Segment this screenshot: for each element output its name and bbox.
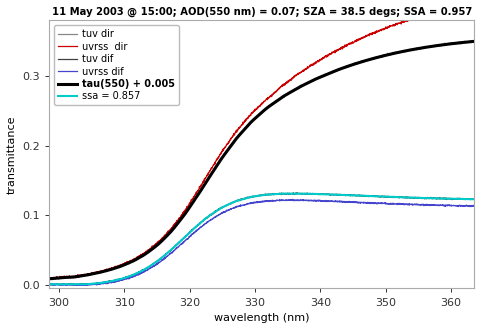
Y-axis label: transmittance: transmittance xyxy=(7,115,17,194)
tuv dif xyxy=(461,198,467,202)
Legend: tuv dir, uvrss  dir, tuv dif, uvrss dif, tau(550) + 0.005, ssa = 0.857: tuv dir, uvrss dir, tuv dif, uvrss dif, … xyxy=(54,25,179,105)
uvrss dif xyxy=(461,204,467,208)
tuv dir xyxy=(473,39,479,43)
uvrss dif xyxy=(65,282,71,286)
ssa = 0.857 xyxy=(461,197,467,201)
tau(550) + 0.005 xyxy=(65,275,71,279)
tau(550) + 0.005 xyxy=(252,116,258,120)
tuv dif xyxy=(43,282,49,286)
tuv dir xyxy=(382,53,388,57)
tuv dir xyxy=(45,278,50,281)
tau(550) + 0.005 xyxy=(461,40,467,44)
ssa = 0.857 xyxy=(382,195,388,199)
uvrss  dir xyxy=(461,1,467,5)
uvrss dif xyxy=(252,201,258,205)
tuv dir xyxy=(65,276,71,280)
uvrss  dir xyxy=(252,107,258,111)
ssa = 0.857 xyxy=(294,192,300,196)
tuv dif xyxy=(303,191,309,195)
Line: tuv dir: tuv dir xyxy=(46,40,476,280)
ssa = 0.857 xyxy=(473,197,479,201)
tuv dif xyxy=(71,283,76,287)
ssa = 0.857 xyxy=(65,282,71,286)
uvrss dif xyxy=(43,283,49,287)
uvrss dif xyxy=(289,197,295,201)
tuv dif xyxy=(383,195,388,199)
Line: uvrss  dir: uvrss dir xyxy=(46,0,476,280)
tau(550) + 0.005 xyxy=(473,39,479,43)
tuv dif xyxy=(241,196,247,200)
tuv dir xyxy=(461,41,467,45)
tau(550) + 0.005 xyxy=(241,127,247,131)
ssa = 0.857 xyxy=(241,197,247,201)
tuv dir xyxy=(241,127,247,131)
tuv dir xyxy=(461,41,467,45)
tuv dif xyxy=(252,195,258,199)
ssa = 0.857 xyxy=(461,197,467,201)
uvrss  dir xyxy=(45,278,51,281)
tuv dir xyxy=(43,277,49,280)
tau(550) + 0.005 xyxy=(43,277,49,281)
uvrss dif xyxy=(241,203,247,207)
uvrss  dir xyxy=(472,0,478,2)
tau(550) + 0.005 xyxy=(382,53,388,57)
uvrss dif xyxy=(461,204,467,208)
ssa = 0.857 xyxy=(252,194,258,198)
uvrss  dir xyxy=(461,2,467,6)
uvrss dif xyxy=(473,204,479,208)
X-axis label: wavelength (nm): wavelength (nm) xyxy=(214,313,309,323)
ssa = 0.857 xyxy=(43,282,49,286)
uvrss  dir xyxy=(43,277,49,281)
uvrss dif xyxy=(73,283,79,287)
Line: tau(550) + 0.005: tau(550) + 0.005 xyxy=(46,41,476,279)
tuv dif xyxy=(473,197,479,201)
uvrss  dir xyxy=(241,119,247,123)
tuv dif xyxy=(461,197,467,201)
tuv dir xyxy=(252,116,258,120)
Title: 11 May 2003 @ 15:00; AOD(550 nm) = 0.07; SZA = 38.5 degs; SSA = 0.957: 11 May 2003 @ 15:00; AOD(550 nm) = 0.07;… xyxy=(51,7,471,17)
tuv dif xyxy=(65,282,71,286)
uvrss  dir xyxy=(382,26,388,30)
tau(550) + 0.005 xyxy=(461,40,467,44)
tuv dir xyxy=(473,38,479,42)
Line: uvrss dif: uvrss dif xyxy=(46,199,476,285)
uvrss dif xyxy=(383,202,388,206)
uvrss  dir xyxy=(473,0,479,2)
Line: ssa = 0.857: ssa = 0.857 xyxy=(46,194,476,284)
Line: tuv dif: tuv dif xyxy=(46,193,476,285)
uvrss  dir xyxy=(65,275,71,279)
